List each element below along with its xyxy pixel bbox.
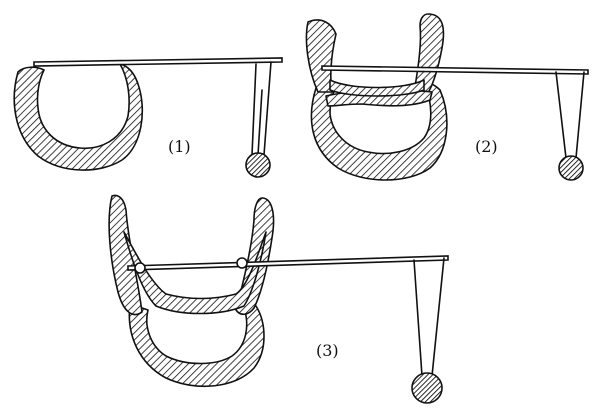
weight-ball <box>245 152 271 178</box>
weight-wire-right <box>431 257 445 377</box>
horseshoe-piece <box>128 303 265 388</box>
balance-rod <box>321 65 589 75</box>
weight-wire-left <box>413 259 423 377</box>
balance-rod <box>33 57 283 67</box>
balance-rod <box>127 255 449 271</box>
weight-ball <box>558 155 584 181</box>
left-arm <box>305 19 337 93</box>
cradle-piece <box>329 79 425 97</box>
pivot-hole-left <box>134 262 146 274</box>
panel-label: (3) <box>316 341 339 360</box>
weight-wire-mid <box>257 89 263 156</box>
panel-label: (1) <box>168 137 191 156</box>
pivot-hole-right <box>236 257 248 269</box>
weight-wire-left <box>555 71 567 159</box>
weight-wire-left <box>251 63 257 156</box>
weight-wire-right <box>263 61 272 156</box>
seat-piece <box>123 231 267 315</box>
panel-3: (3) <box>108 194 449 404</box>
weight-wire-right <box>575 71 585 159</box>
left-arm <box>108 194 143 316</box>
panel-1: (1) <box>13 57 283 178</box>
weight-ball <box>411 372 443 404</box>
panel-2: (2) <box>305 13 589 181</box>
panel-label: (2) <box>475 137 498 156</box>
horseshoe-piece <box>13 63 144 171</box>
